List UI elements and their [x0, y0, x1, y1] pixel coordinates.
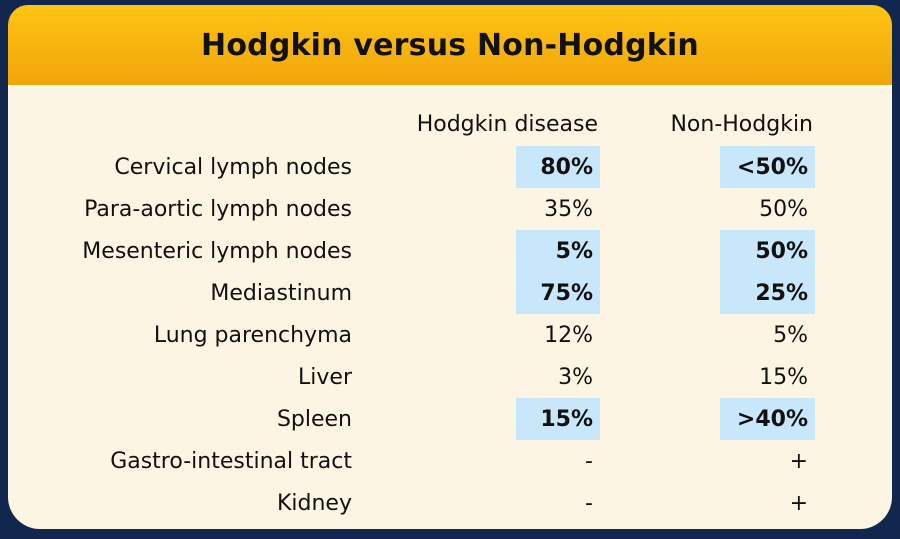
row-label: Cervical lymph nodes — [114, 154, 352, 180]
hodgkin-value: 75% — [516, 272, 600, 314]
hodgkin-value: 5% — [516, 230, 600, 272]
non-hodgkin-value: 15% — [759, 364, 808, 390]
title-bar: Hodgkin versus Non-Hodgkin — [8, 5, 892, 88]
hodgkin-cell: 80% — [360, 146, 600, 188]
row-label: Gastro-intestinal tract — [110, 448, 352, 474]
column-header-non-hodgkin: Non-Hodgkin — [670, 111, 813, 137]
table-row: Mesenteric lymph nodes 5% 50% — [8, 230, 892, 272]
hodgkin-value: 12% — [544, 322, 593, 348]
hodgkin-value: 35% — [544, 196, 593, 222]
comparison-table: Hodgkin disease Non-Hodgkin Cervical lym… — [8, 88, 892, 529]
hodgkin-cell: 12% — [360, 314, 600, 356]
hodgkin-cell: 3% — [360, 356, 600, 398]
table-row: Lung parenchyma 12% 5% — [8, 314, 892, 356]
hodgkin-cell: 35% — [360, 188, 600, 230]
hodgkin-value: 80% — [516, 146, 600, 188]
non-hodgkin-cell: 50% — [600, 188, 815, 230]
row-label: Lung parenchyma — [153, 322, 352, 348]
hodgkin-value: 15% — [516, 398, 600, 440]
non-hodgkin-cell: 50% — [600, 230, 815, 272]
row-label: Para-aortic lymph nodes — [84, 196, 352, 222]
hodgkin-cell: 5% — [360, 230, 600, 272]
table-row: Spleen 15% >40% — [8, 398, 892, 440]
non-hodgkin-cell: 25% — [600, 272, 815, 314]
non-hodgkin-value: 25% — [720, 272, 815, 314]
non-hodgkin-cell: 5% — [600, 314, 815, 356]
non-hodgkin-cell: <50% — [600, 146, 815, 188]
non-hodgkin-value: <50% — [720, 146, 815, 188]
hodgkin-value: - — [585, 490, 593, 516]
non-hodgkin-cell: + — [600, 482, 815, 524]
page-title: Hodgkin versus Non-Hodgkin — [201, 27, 699, 63]
table-row: Para-aortic lymph nodes 35% 50% — [8, 188, 892, 230]
hodgkin-value: 3% — [558, 364, 593, 390]
non-hodgkin-value: >40% — [720, 398, 815, 440]
table-row: Mediastinum 75% 25% — [8, 272, 892, 314]
table-row: Gastro-intestinal tract - + — [8, 440, 892, 482]
row-label: Mediastinum — [210, 280, 352, 306]
non-hodgkin-cell: + — [600, 440, 815, 482]
non-hodgkin-cell: >40% — [600, 398, 815, 440]
row-label-header-spacer — [8, 102, 360, 146]
non-hodgkin-value: + — [789, 490, 808, 516]
row-label: Mesenteric lymph nodes — [82, 238, 352, 264]
content-card: Hodgkin versus Non-Hodgkin Hodgkin disea… — [8, 5, 892, 532]
column-header-hodgkin: Hodgkin disease — [416, 111, 598, 137]
row-label: Spleen — [276, 406, 352, 432]
table-row: Cervical lymph nodes 80% <50% — [8, 146, 892, 188]
hodgkin-cell: - — [360, 482, 600, 524]
table-row: Liver 3% 15% — [8, 356, 892, 398]
non-hodgkin-value: 5% — [773, 322, 808, 348]
table-row: Kidney - + — [8, 482, 892, 524]
hodgkin-cell: 15% — [360, 398, 600, 440]
table-rows: Cervical lymph nodes 80% <50% Para-aorti… — [8, 146, 892, 524]
row-label: Kidney — [276, 490, 352, 516]
hodgkin-cell: - — [360, 440, 600, 482]
hodgkin-cell: 75% — [360, 272, 600, 314]
hodgkin-value: - — [585, 448, 593, 474]
non-hodgkin-cell: 15% — [600, 356, 815, 398]
non-hodgkin-value: 50% — [759, 196, 808, 222]
non-hodgkin-value: + — [789, 448, 808, 474]
row-label: Liver — [298, 364, 352, 390]
non-hodgkin-value: 50% — [720, 230, 815, 272]
table-header-row: Hodgkin disease Non-Hodgkin — [8, 102, 892, 146]
